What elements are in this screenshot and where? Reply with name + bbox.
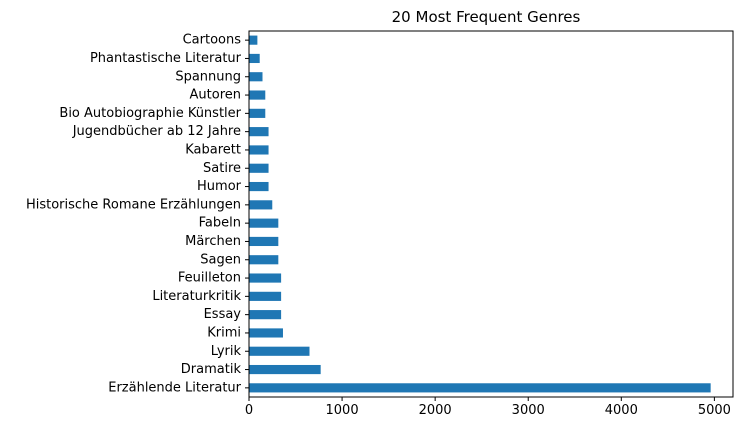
bar [249, 291, 282, 301]
category-label: Jugendbücher ab 12 Jahre [72, 124, 241, 139]
category-label: Dramatik [181, 362, 242, 377]
category-label: Cartoons [183, 33, 242, 48]
category-labels: Erzählende Literatur Dramatik Lyrik Krimi Es… [26, 33, 249, 395]
x-tick-label: 0 [245, 403, 253, 418]
x-tick-label: 4000 [605, 403, 638, 418]
bar [249, 53, 260, 64]
category-label: Autoren [190, 88, 241, 103]
bar [249, 72, 263, 82]
plot-frame [248, 30, 734, 398]
x-tick-label: 1000 [326, 403, 359, 418]
x-tick-label: 3000 [512, 403, 545, 418]
category-label: Literaturkritik [152, 289, 241, 304]
bar [249, 236, 279, 247]
bars-group [249, 35, 711, 393]
x-axis-ticks: 0 1000 2000 3000 4000 5000 [245, 397, 731, 418]
bar [249, 35, 258, 45]
category-label: Phantastische Literatur [90, 51, 242, 66]
bar [249, 163, 269, 173]
category-label: Feuilleton [178, 271, 241, 286]
category-label: Spannung [175, 69, 241, 84]
bar [249, 310, 282, 320]
category-label: Historische Romane Erzählungen [26, 197, 241, 212]
bar [249, 200, 273, 210]
category-label: Lyrik [211, 344, 242, 359]
bar [249, 346, 310, 356]
bar [249, 255, 279, 265]
category-label: Kabarett [185, 142, 241, 157]
bar [249, 328, 283, 338]
chart-title: 20 Most Frequent Genres [392, 8, 581, 26]
bar [249, 108, 266, 118]
x-tick-label: 5000 [698, 403, 731, 418]
bar [249, 181, 269, 192]
category-label: Sagen [200, 252, 241, 267]
x-tick-label: 2000 [419, 403, 452, 418]
category-label: Krimi [207, 325, 241, 340]
category-label: Humor [197, 179, 242, 194]
category-label: Bio Autobiographie Künstler [59, 106, 241, 121]
category-label: Fabeln [199, 216, 241, 231]
category-label: Erzählende Literatur [108, 380, 241, 395]
category-label: Märchen [185, 234, 241, 249]
bar [249, 383, 711, 393]
bar [249, 90, 266, 100]
bar [249, 127, 269, 137]
bar [249, 364, 321, 375]
bar [249, 145, 269, 155]
bar [249, 273, 282, 283]
category-label: Essay [204, 307, 242, 322]
bar [249, 218, 279, 228]
category-label: Satire [203, 161, 241, 176]
